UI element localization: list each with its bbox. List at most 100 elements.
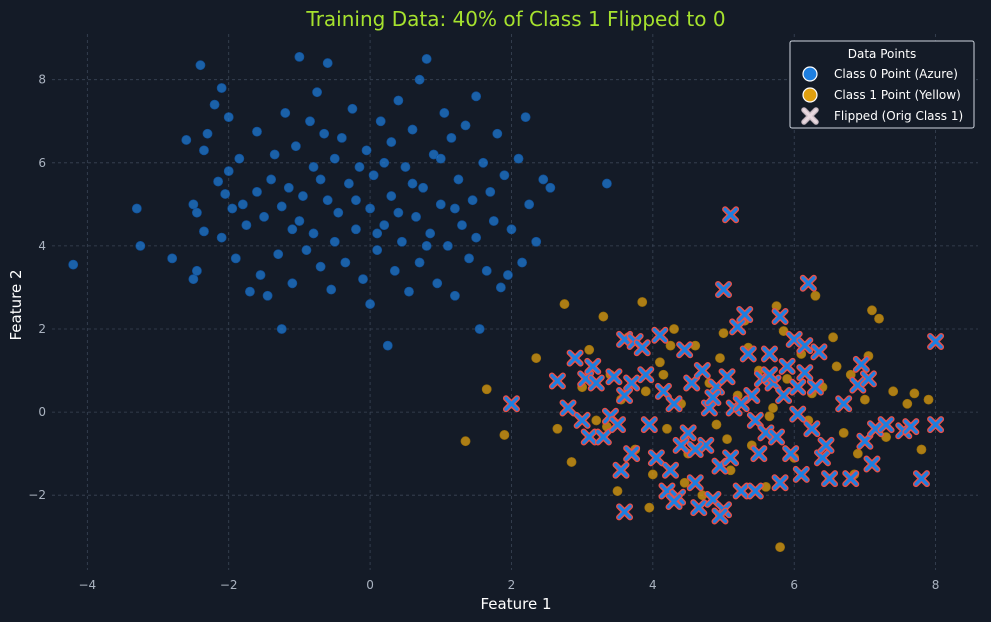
class1-point (665, 340, 676, 351)
class0-point (503, 270, 513, 280)
flipped-point (665, 395, 683, 413)
flipped-point (711, 507, 729, 525)
class0-point (167, 253, 178, 264)
class0-point (237, 199, 248, 210)
class0-point (273, 249, 284, 260)
flipped-point (746, 411, 764, 429)
class1-point (637, 297, 648, 307)
class0-point (517, 257, 527, 268)
class1-point (552, 423, 563, 434)
class0-point (68, 259, 79, 270)
class0-point (294, 216, 305, 226)
class0-point (336, 132, 347, 143)
class1-point (852, 448, 863, 459)
class0-point (269, 149, 280, 160)
class0-point (495, 282, 506, 293)
class0-point (308, 228, 319, 239)
class0-point (312, 87, 322, 98)
flipped-point (722, 206, 740, 224)
class0-point (241, 220, 252, 231)
class0-point (411, 211, 421, 222)
class1-point (460, 436, 471, 447)
class0-point (460, 120, 471, 131)
class0-point (131, 203, 142, 214)
class0-point (209, 99, 220, 110)
flipped-point (654, 382, 672, 400)
class1-point (531, 353, 542, 363)
y-tick-label: 4 (38, 239, 46, 253)
flipped-point (651, 326, 669, 344)
class0-point (223, 166, 234, 177)
class0-point (322, 58, 333, 68)
class0-point (216, 232, 227, 243)
class0-point (499, 170, 510, 181)
flipped-point (792, 465, 810, 483)
flipped-point (665, 492, 683, 510)
class1-point (810, 290, 821, 301)
flipped-point (927, 332, 945, 350)
flipped-point (750, 445, 768, 463)
flipped-point (616, 503, 634, 521)
class0-point (404, 286, 414, 297)
class0-point (188, 199, 199, 210)
class0-point (192, 265, 202, 276)
flipped-point (778, 357, 796, 375)
flipped-point (647, 449, 665, 467)
class0-point (276, 324, 287, 334)
class0-point (301, 245, 312, 255)
y-tick-label: 6 (38, 156, 46, 170)
class0-point (464, 253, 474, 264)
class0-point (329, 153, 340, 164)
flipped-point (683, 374, 701, 392)
flipped-point (594, 428, 612, 446)
class0-point (485, 186, 496, 197)
flipped-point (775, 386, 793, 404)
flipped-point (732, 482, 750, 500)
class0-point (329, 236, 340, 247)
class0-point (280, 108, 291, 118)
class1-point (916, 444, 927, 455)
class0-point (290, 141, 301, 152)
chart-title: Training Data: 40% of Class 1 Flipped to… (305, 7, 725, 31)
flipped-point (842, 470, 860, 488)
class0-point (457, 220, 467, 231)
flipped-point (859, 370, 877, 388)
flipped-point (803, 420, 821, 438)
class0-point (361, 145, 372, 156)
class0-point (474, 324, 485, 334)
class0-point (305, 116, 315, 127)
flipped-point (912, 470, 930, 488)
class0-point (245, 286, 255, 297)
flipped-point (902, 418, 920, 436)
class0-point (322, 195, 333, 206)
class1-point (647, 469, 658, 480)
flipped-point (813, 449, 831, 467)
x-tick-label: 6 (790, 578, 798, 592)
class0-point (262, 290, 273, 301)
flipped-point (559, 399, 577, 417)
class0-point (368, 170, 379, 181)
class0-point (308, 162, 319, 172)
class1-point (718, 328, 729, 339)
flipped-point (729, 318, 747, 336)
flipped-point (852, 355, 870, 373)
flipped-point (796, 337, 814, 355)
class0-point (467, 195, 478, 206)
axis-ticks: −4 −2 0 2 4 6 8 −2 0 2 4 6 8 (28, 73, 939, 592)
class1-point (658, 369, 669, 380)
class0-point (343, 178, 354, 189)
flipped-point (690, 499, 708, 517)
class0-point (319, 128, 330, 139)
class0-point (481, 265, 492, 276)
flipped-point (821, 470, 839, 488)
flipped-point (877, 416, 895, 434)
legend-label-class1: Class 1 Point (Yellow) (834, 88, 961, 102)
class0-point (298, 191, 308, 201)
class0-point (135, 241, 146, 251)
class1-point (888, 386, 899, 397)
class0-point (220, 189, 231, 199)
legend-marker-class0 (802, 66, 818, 82)
x-tick-label: 0 (366, 578, 374, 592)
class0-point (192, 207, 202, 218)
